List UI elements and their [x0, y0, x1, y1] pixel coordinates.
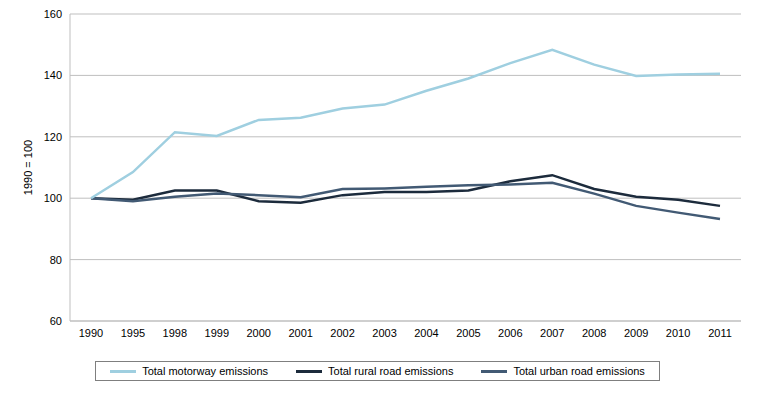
svg-text:2009: 2009: [624, 327, 648, 339]
svg-text:1998: 1998: [163, 327, 187, 339]
svg-text:2005: 2005: [456, 327, 480, 339]
svg-text:100: 100: [44, 192, 62, 204]
svg-text:120: 120: [44, 131, 62, 143]
svg-text:1990: 1990: [79, 327, 103, 339]
svg-text:1995: 1995: [121, 327, 145, 339]
svg-text:2010: 2010: [666, 327, 690, 339]
svg-text:160: 160: [44, 8, 62, 20]
svg-text:2008: 2008: [582, 327, 606, 339]
svg-text:80: 80: [50, 254, 62, 266]
svg-text:140: 140: [44, 69, 62, 81]
svg-text:1999: 1999: [205, 327, 229, 339]
html-text:Total urban road emissions: Total urban road emissions: [513, 365, 645, 377]
svg-text:2011: 2011: [708, 327, 732, 339]
svg-text:60: 60: [50, 315, 62, 327]
svg-text:2002: 2002: [330, 327, 354, 339]
svg-text:2003: 2003: [372, 327, 396, 339]
svg-text:1990 = 100: 1990 = 100: [22, 140, 34, 195]
svg-text:2007: 2007: [540, 327, 564, 339]
svg-text:2000: 2000: [246, 327, 270, 339]
svg-text:2001: 2001: [288, 327, 312, 339]
html-text:Total rural road emissions: Total rural road emissions: [328, 365, 454, 377]
svg-text:2006: 2006: [498, 327, 522, 339]
svg-text:2004: 2004: [414, 327, 438, 339]
html-text:Total motorway emissions: Total motorway emissions: [142, 365, 269, 377]
